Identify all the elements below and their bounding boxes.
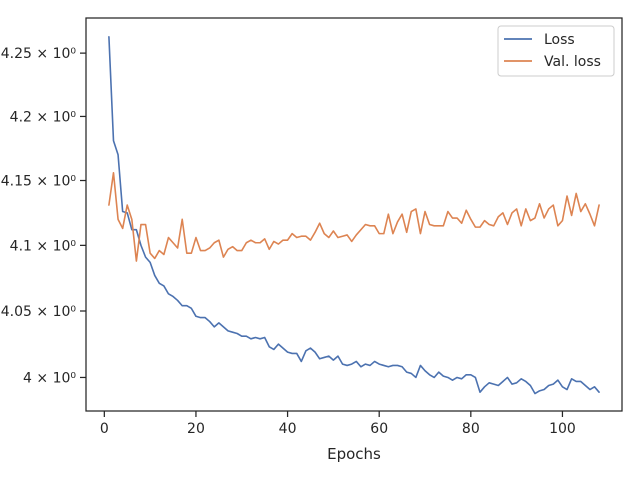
x-tick-label: 80	[462, 421, 480, 437]
series-line-val-loss	[108, 171, 600, 262]
y-tick-label: 4 × 10⁰	[23, 370, 76, 386]
legend: Loss Val. loss	[497, 25, 615, 77]
y-tick-label: 4.15 × 10⁰	[1, 174, 77, 190]
x-axis-title: Epochs	[327, 445, 381, 463]
x-tick-label: 40	[279, 421, 297, 437]
legend-label: Loss	[544, 32, 575, 48]
x-axis: 0 20 40 60 80 100	[100, 411, 576, 437]
x-tick-label: 100	[549, 421, 576, 437]
y-axis: 4 × 10⁰ 4.05 × 10⁰ 4.1 × 10⁰ 4.15 × 10⁰ 4.2 …	[1, 46, 86, 386]
y-tick-label: 4.05 × 10⁰	[1, 304, 77, 320]
y-tick-label: 4.1 × 10⁰	[10, 238, 77, 254]
series-line-loss	[108, 35, 600, 395]
x-tick-label: 20	[187, 421, 205, 437]
plot-background	[86, 18, 622, 411]
legend-label: Val. loss	[544, 54, 601, 70]
series-layer	[108, 35, 600, 395]
y-tick-label: 4.25 × 10⁰	[1, 46, 77, 62]
x-tick-label: 60	[370, 421, 388, 437]
x-tick-label: 0	[100, 421, 109, 437]
y-tick-label: 4.2 × 10⁰	[10, 109, 77, 125]
plot-frame	[85, 17, 623, 412]
